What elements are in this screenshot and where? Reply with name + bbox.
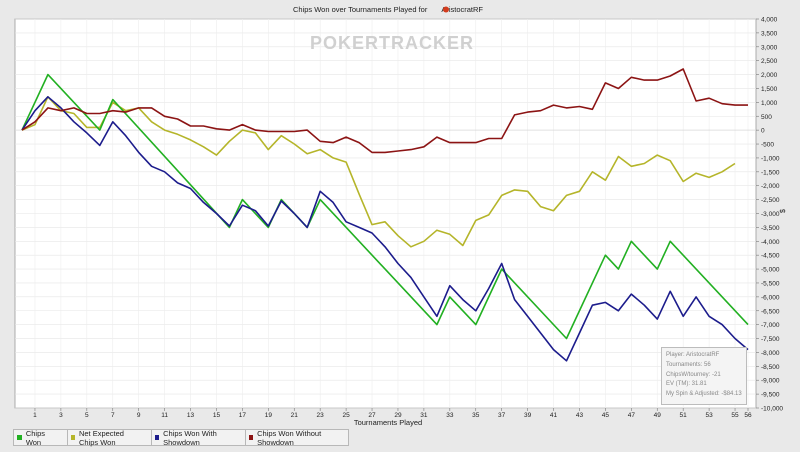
y-tick-label: -7,500 [761, 336, 780, 343]
chart-title: Chips Won over Tournaments Played for Ari… [293, 5, 483, 14]
x-tick-label: 11 [161, 412, 168, 419]
x-tick-label: 56 [744, 412, 752, 419]
y-axis-ticks: 4,000 3,500 3,000 2,500 2,000 1,500 1,000 500 0 -… [756, 17, 783, 413]
legend-swatch [71, 435, 75, 440]
legend-swatch [249, 435, 254, 440]
series-line-chips-won-without-showdown [21, 68, 748, 154]
x-tick-label: 35 [472, 412, 480, 419]
title-poker-icon [443, 6, 449, 13]
y-tick-label: -1,000 [761, 155, 780, 162]
x-tick-label: 9 [137, 412, 141, 419]
y-tick-label: -5,500 [761, 280, 780, 287]
x-tick-label: 39 [524, 412, 532, 419]
x-tick-label: 7 [111, 412, 115, 419]
x-tick-label: 27 [368, 412, 376, 419]
legend-label: Net Expected Chips Won [78, 428, 124, 447]
y-tick-label: 3,500 [761, 30, 778, 37]
legend-label: Chips Won Without Showdown [257, 428, 322, 447]
x-tick-label: 45 [602, 412, 610, 419]
info-chips-per-tourney: ChipsW/tourney: -21 [666, 371, 721, 378]
legend-item-without-showdown[interactable]: Chips Won Without Showdown [245, 428, 349, 447]
legend-swatch [155, 435, 160, 440]
y-tick-label: -4,000 [761, 239, 780, 246]
y-tick-label: -4,500 [761, 253, 780, 260]
y-tick-label: -6,000 [761, 294, 780, 301]
x-tick-label: 1 [33, 412, 37, 419]
x-tick-label: 37 [498, 412, 506, 419]
y-tick-label: -500 [761, 142, 774, 149]
x-tick-label: 51 [680, 412, 688, 419]
legend-item-chips-won[interactable]: Chips Won [13, 428, 68, 447]
y-tick-label: -10,000 [761, 406, 783, 413]
x-tick-label: 3 [59, 412, 63, 419]
y-tick-label: 1,000 [761, 100, 778, 107]
x-tick-label: 53 [705, 412, 713, 419]
y-tick-label: 500 [761, 114, 772, 121]
x-tick-label: 15 [213, 412, 221, 419]
x-tick-label: 31 [420, 412, 428, 419]
y-tick-label: 2,000 [761, 72, 778, 79]
y-tick-label: -2,000 [761, 183, 780, 190]
y-tick-label: -7,000 [761, 322, 780, 329]
title-player-name: AristocratRF [441, 5, 483, 14]
y-tick-label: 0 [761, 128, 765, 135]
y-tick-label: -8,500 [761, 364, 780, 371]
x-tick-label: 43 [576, 412, 584, 419]
y-tick-label: -6,500 [761, 308, 780, 315]
y-tick-label: -8,000 [761, 350, 780, 357]
x-tick-label: 41 [550, 412, 558, 419]
x-tick-label: 25 [342, 412, 350, 419]
x-tick-label: 13 [187, 412, 195, 419]
info-player: Player: AristocratRF [666, 352, 720, 358]
y-tick-label: 3,000 [761, 44, 778, 51]
x-tick-label: 17 [239, 412, 247, 419]
pokertracker-watermark: POKERTRACKER [310, 33, 475, 53]
legend-swatch [17, 435, 22, 440]
stats-infobox: Player: AristocratRF Tournaments: 56 Chi… [661, 347, 747, 405]
x-tick-label: 55 [731, 412, 739, 419]
series-line-net-expected-chips-won [21, 96, 736, 248]
x-tick-label: 33 [446, 412, 454, 419]
y-tick-label: 2,500 [761, 58, 778, 65]
y-tick-label: -9,500 [761, 392, 780, 399]
y-tick-label: -2,500 [761, 197, 780, 204]
info-spin-adjusted: My Spin & Adjusted: -$84.13 [666, 391, 742, 398]
y-tick-label: -3,000 [761, 211, 780, 218]
x-tick-label: 19 [265, 412, 273, 419]
y-tick-label: -5,000 [761, 267, 780, 274]
x-axis-ticks: 1 3 5 7 9 11 13 15 17 19 21 23 25 27 29 31 33 35 37 39 41 43 4… [33, 408, 752, 419]
y-tick-label: 1,500 [761, 86, 778, 93]
legend-label: Chips Won With Showdown [163, 428, 217, 447]
y-tick-label: -1,500 [761, 169, 780, 176]
x-axis-label: Tournaments Played [354, 418, 422, 427]
x-tick-label: 49 [654, 412, 662, 419]
legend-item-net-expected[interactable]: Net Expected Chips Won [67, 428, 152, 447]
x-tick-label: 29 [394, 412, 402, 419]
y-tick-label: 4,000 [761, 17, 778, 24]
x-tick-label: 5 [85, 412, 89, 419]
legend: Chips Won Net Expected Chips Won Chips W… [13, 428, 349, 447]
series-line-chips-won-with-showdown [21, 96, 749, 362]
legend-label: Chips Won [25, 428, 45, 447]
info-tournaments: Tournaments: 56 [666, 361, 711, 368]
x-tick-label: 23 [317, 412, 325, 419]
series-lines [21, 68, 749, 362]
x-tick-label: 21 [291, 412, 299, 419]
y-axis-label: $ [780, 209, 787, 213]
series-line-chips-won [21, 73, 749, 340]
x-tick-label: 47 [628, 412, 636, 419]
info-ev: EV (TM): 31.81 [666, 381, 707, 388]
y-tick-label: -3,500 [761, 225, 780, 232]
y-tick-label: -9,000 [761, 378, 780, 385]
legend-item-with-showdown[interactable]: Chips Won With Showdown [151, 428, 246, 447]
